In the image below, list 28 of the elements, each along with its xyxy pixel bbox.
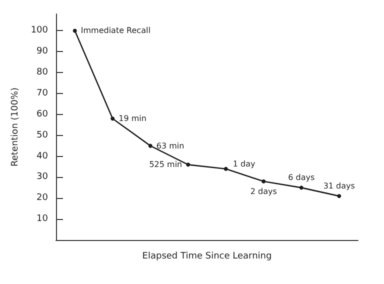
point — [299, 186, 304, 190]
y-tick-label: 50 — [36, 130, 48, 140]
annotation: 63 min — [156, 141, 184, 150]
point — [224, 166, 228, 171]
y-tick-label: 90 — [36, 46, 48, 57]
annotation: 2 days — [250, 186, 277, 196]
y-tick-label: 80 — [36, 68, 48, 78]
point — [262, 179, 266, 184]
point — [148, 144, 152, 148]
annotation: Immediate Recall — [80, 26, 150, 36]
annotation: 525 min — [149, 160, 182, 170]
y-tick-label: 100 — [30, 26, 48, 36]
y-tick-label: 10 — [36, 214, 48, 224]
annotation: 1 day — [232, 159, 256, 168]
y-tick-label: 40 — [36, 151, 48, 162]
annotation: 31 days — [323, 182, 355, 191]
annotation: 19 min — [118, 114, 146, 124]
y-axis-title: Retention (100%) — [10, 87, 20, 167]
y-tick-label: 30 — [36, 172, 48, 182]
annotation: 6 days — [288, 173, 315, 182]
point — [186, 162, 190, 167]
y-tick-label: 60 — [36, 109, 48, 120]
point — [110, 116, 115, 121]
point — [337, 194, 342, 198]
point — [72, 28, 77, 33]
x-axis-title: Elapsed Time Since Learning — [142, 252, 272, 262]
y-tick-label: 20 — [36, 193, 48, 204]
y-tick-label: 70 — [36, 88, 48, 99]
